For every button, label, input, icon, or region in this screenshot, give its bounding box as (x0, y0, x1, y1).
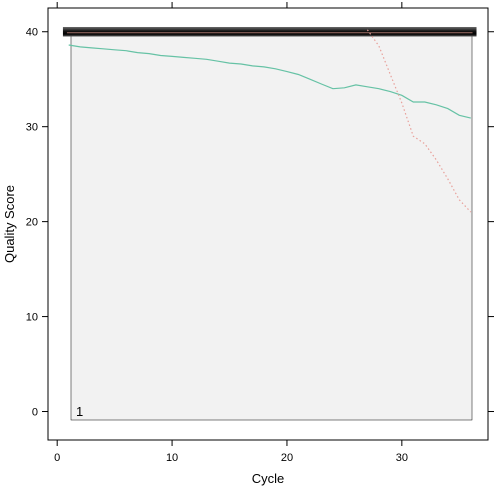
series-lines (68, 29, 472, 213)
axis-ticks: 0 10 20 30 0 10 20 30 40 (26, 2, 494, 464)
x-tick-label: 0 (54, 452, 60, 464)
y-tick-label: 0 (32, 407, 38, 419)
y-tick-label: 40 (26, 27, 38, 39)
y-tick-label: 10 (26, 312, 38, 324)
y-tick-label: 30 (26, 122, 38, 134)
axes-frame (47, 7, 489, 441)
x-tick-label: 30 (396, 452, 408, 464)
heatmap-band-cell (62, 26, 477, 37)
series-line-1 (68, 44, 471, 119)
plot-panel-background (70, 27, 473, 421)
series-line-2 (366, 29, 472, 213)
x-tick-label: 10 (166, 452, 178, 464)
panel-label: 1 (76, 404, 83, 419)
y-tick-label: 20 (26, 217, 38, 229)
y-axis-title: Quality Score (2, 185, 17, 263)
x-axis-title: Cycle (252, 471, 285, 486)
quality-heatmap-band (62, 26, 477, 37)
x-tick-label: 20 (281, 452, 293, 464)
